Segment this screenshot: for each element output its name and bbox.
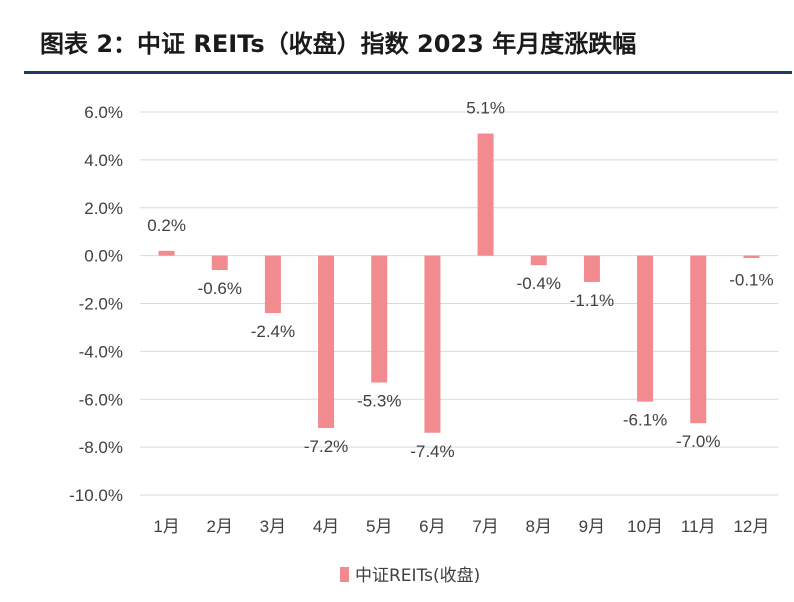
y-tick-label: 4.0% <box>84 151 123 170</box>
y-tick-label: -4.0% <box>79 342 123 361</box>
bar <box>424 255 441 433</box>
y-tick-label: -10.0% <box>69 486 123 505</box>
y-tick-label: 6.0% <box>84 103 123 122</box>
x-tick-label: 1月 <box>153 517 179 536</box>
data-label: -7.0% <box>676 432 720 451</box>
y-tick-label: -6.0% <box>79 390 123 409</box>
x-tick-label: 9月 <box>579 517 605 536</box>
bar <box>264 255 281 314</box>
x-tick-label: 3月 <box>260 517 286 536</box>
data-label: -7.4% <box>410 442 454 461</box>
bar <box>318 255 335 428</box>
bar <box>477 133 494 256</box>
bar <box>371 255 388 383</box>
legend: 中证REITs(收盘) <box>340 566 480 586</box>
bar <box>743 255 760 259</box>
data-label: -6.1% <box>623 411 667 430</box>
data-label: -7.2% <box>304 437 348 456</box>
bar <box>583 255 600 282</box>
data-label: -1.1% <box>570 291 614 310</box>
x-axis-ticks: 1月 2月 3月 4月 5月 6月 7月 8月 9月 10月 11月 12月 <box>153 517 769 536</box>
bar <box>637 255 654 402</box>
data-label: -0.4% <box>517 274 561 293</box>
bar <box>530 255 547 266</box>
y-tick-label: 2.0% <box>84 199 123 218</box>
legend-label: 中证REITs(收盘) <box>355 566 480 586</box>
x-tick-label: 12月 <box>733 517 769 536</box>
y-tick-label: -8.0% <box>79 438 123 457</box>
data-label: 5.1% <box>466 99 505 118</box>
y-axis-ticks: 6.0% 4.0% 2.0% 0.0% -2.0% -4.0% -6.0% -8.0% -10.… <box>69 103 123 505</box>
x-tick-label: 2月 <box>207 517 233 536</box>
bar <box>211 255 228 270</box>
data-label: -2.4% <box>251 322 295 341</box>
bars <box>158 133 760 433</box>
data-label: -5.3% <box>357 391 401 410</box>
gridlines <box>140 111 778 496</box>
x-tick-label: 11月 <box>681 517 716 536</box>
y-tick-label: 0.0% <box>84 247 123 266</box>
y-tick-label: -2.0% <box>79 295 123 314</box>
bar <box>690 255 707 424</box>
data-label: 0.2% <box>147 216 186 235</box>
data-labels: 0.2% -0.6% -2.4% -7.2% -5.3% -7.4% 5.1% -0.4% -1… <box>147 99 773 461</box>
data-label: -0.1% <box>729 271 773 290</box>
x-tick-label: 10月 <box>627 517 663 536</box>
x-tick-label: 4月 <box>313 517 339 536</box>
x-tick-label: 5月 <box>366 517 392 536</box>
x-tick-label: 8月 <box>526 517 552 536</box>
bar <box>158 250 175 256</box>
title-underline <box>24 71 792 74</box>
chart-title: 图表 2：中证 REITs（收盘）指数 2023 年月度涨跌幅 <box>40 30 637 58</box>
x-tick-label: 7月 <box>472 517 498 536</box>
x-tick-label: 6月 <box>419 517 445 536</box>
data-label: -0.6% <box>198 279 242 298</box>
legend-swatch <box>340 567 349 582</box>
